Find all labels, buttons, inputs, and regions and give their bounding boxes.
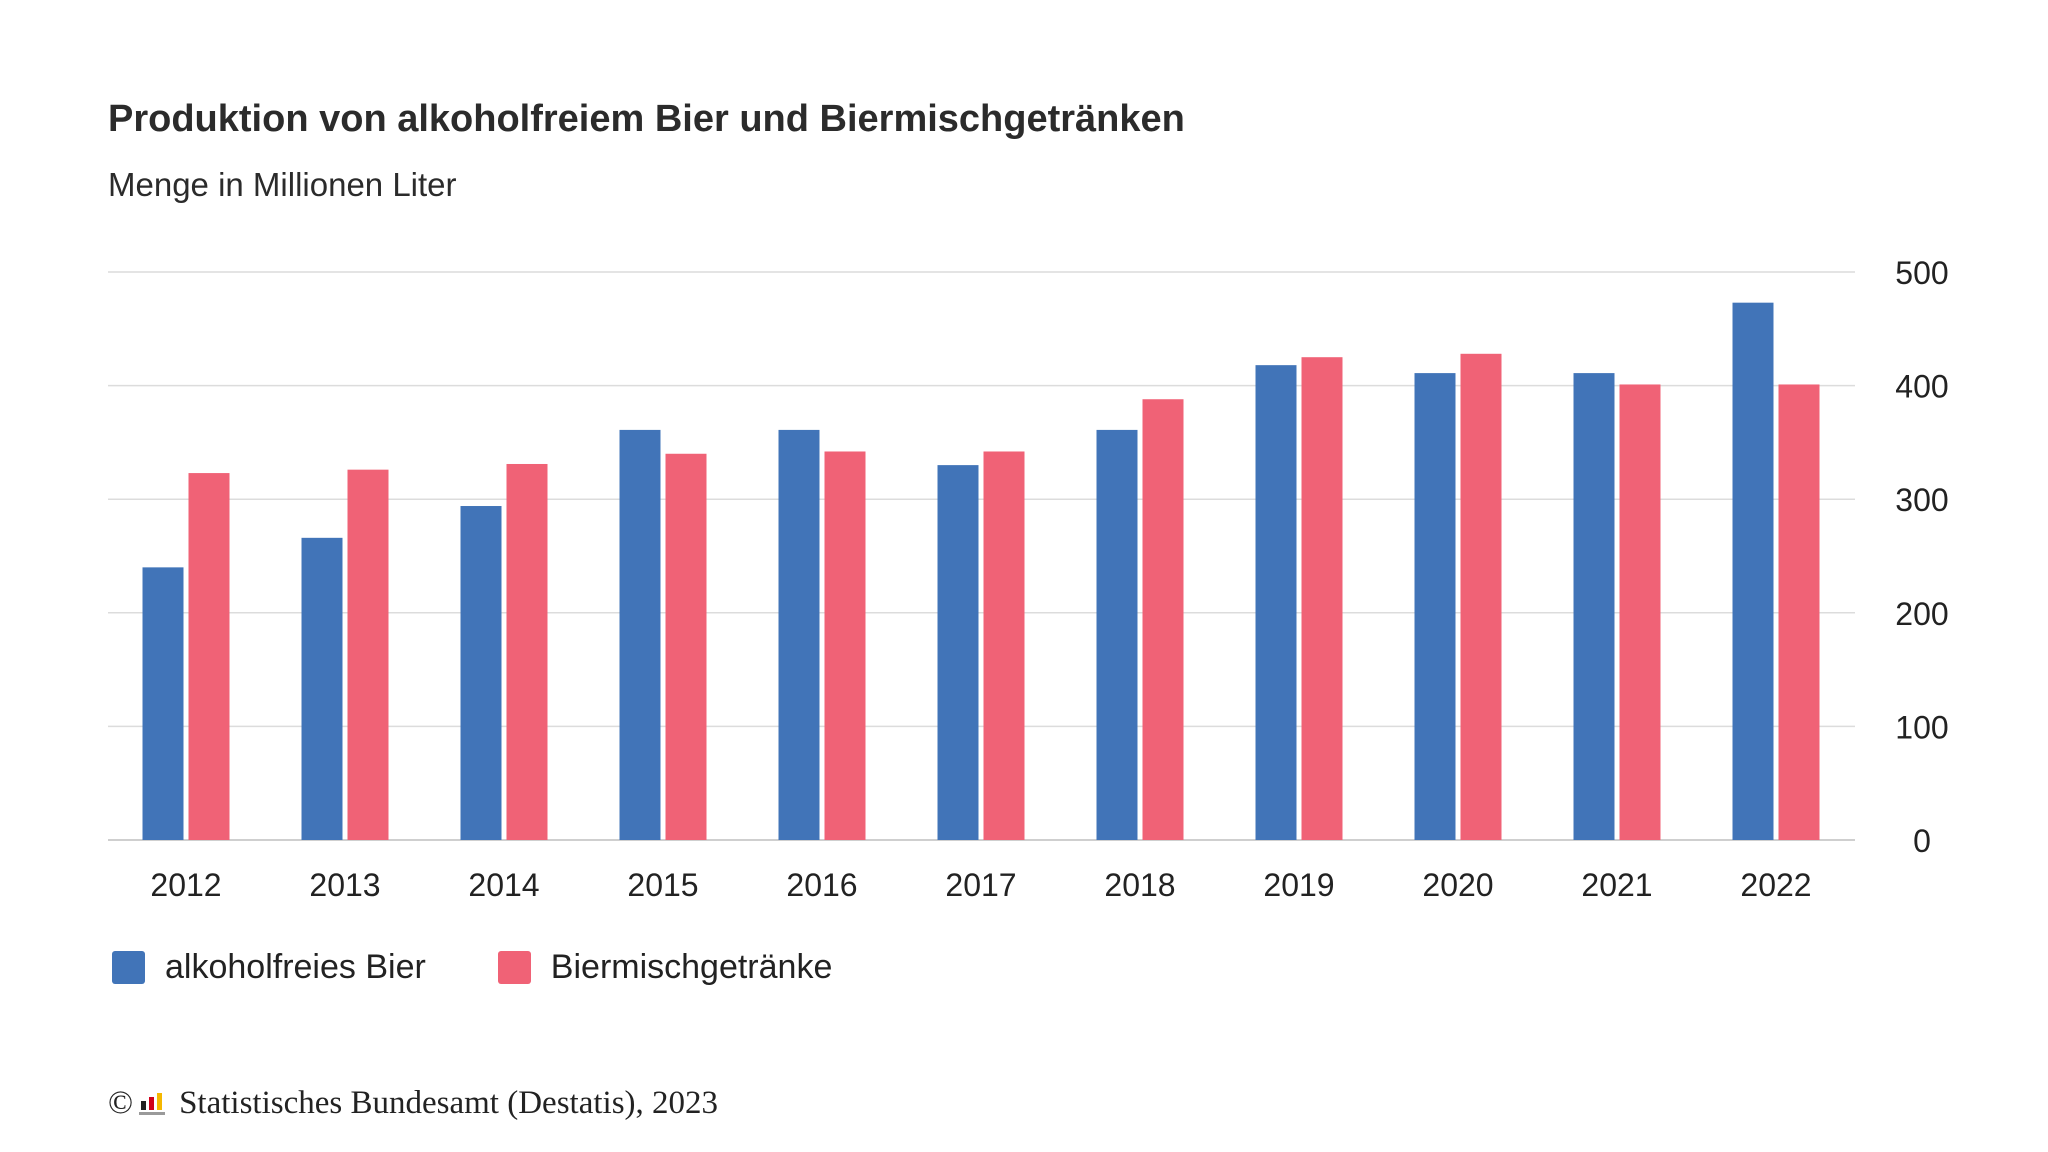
x-tick-label: 2016	[786, 867, 857, 903]
bar-series2-2021[interactable]	[1619, 384, 1661, 840]
x-tick-label: 2021	[1581, 867, 1652, 903]
bar-series1-2020[interactable]	[1414, 373, 1456, 840]
bar-series2-2020[interactable]	[1460, 353, 1502, 840]
y-tick-label: 0	[1913, 823, 1931, 859]
y-tick-label: 500	[1895, 255, 1948, 291]
bars	[142, 302, 1820, 840]
bar-series2-2013[interactable]	[347, 469, 389, 840]
bar-series1-2018[interactable]	[1096, 429, 1138, 840]
bar-chart: 2012 2013 2014 2015 2016 2017 2018 2019 2020 2021…	[108, 255, 1949, 903]
x-tick-label: 2012	[150, 867, 221, 903]
bar-series2-2014[interactable]	[506, 463, 548, 840]
x-tick-label: 2014	[468, 867, 539, 903]
legend: alkoholfreies Bier Biermischgetränke	[112, 948, 904, 987]
y-tick-label: 400	[1895, 369, 1948, 405]
y-tick-label: 200	[1895, 596, 1948, 632]
y-tick-label: 100	[1895, 709, 1948, 745]
x-tick-label: 2015	[627, 867, 698, 903]
bar-series2-2019[interactable]	[1301, 357, 1343, 840]
source-text: Statistisches Bundesamt (Destatis), 2023	[179, 1085, 719, 1121]
bar-series2-2015[interactable]	[665, 453, 707, 840]
bar-series2-2012[interactable]	[188, 473, 230, 840]
bar-series1-2015[interactable]	[619, 429, 661, 840]
x-tick-label: 2018	[1104, 867, 1175, 903]
legend-swatch-series1	[112, 951, 145, 984]
chart-subtitle: Menge in Millionen Liter	[108, 166, 457, 203]
bar-series1-2013[interactable]	[301, 537, 343, 840]
x-tick-label: 2020	[1422, 867, 1493, 903]
bar-series1-2014[interactable]	[460, 506, 502, 840]
x-tick-label: 2017	[945, 867, 1016, 903]
bar-series2-2017[interactable]	[983, 451, 1025, 840]
x-tick-label: 2013	[309, 867, 380, 903]
legend-item-series1[interactable]: alkoholfreies Bier	[112, 948, 426, 987]
y-axis-labels: 0 100 200 300 400 500	[1895, 255, 1948, 859]
x-axis-labels: 2012 2013 2014 2015 2016 2017 2018 2019 2020 2021…	[150, 867, 1811, 903]
copyright-symbol: ©	[108, 1085, 134, 1121]
bar-series1-2017[interactable]	[937, 465, 979, 840]
bar-series1-2012[interactable]	[142, 567, 184, 840]
bar-series2-2018[interactable]	[1142, 399, 1184, 840]
legend-label-series2: Biermischgetränke	[550, 948, 833, 986]
bar-series1-2019[interactable]	[1255, 365, 1297, 840]
bar-series1-2021[interactable]	[1573, 373, 1615, 840]
x-tick-label: 2022	[1740, 867, 1811, 903]
x-tick-label: 2019	[1263, 867, 1334, 903]
y-tick-label: 300	[1895, 482, 1948, 518]
gridlines	[108, 271, 1855, 841]
destatis-logo-icon	[139, 1092, 166, 1115]
legend-item-series2[interactable]: Biermischgetränke	[497, 948, 833, 987]
bar-series2-2016[interactable]	[824, 451, 866, 840]
bar-series1-2022[interactable]	[1732, 302, 1774, 840]
legend-swatch-series2	[497, 951, 531, 984]
bar-series2-2022[interactable]	[1778, 384, 1820, 840]
legend-label-series1: alkoholfreies Bier	[165, 948, 426, 986]
source-footer: © Statistisches Bundesamt (Destatis), 20…	[108, 1085, 718, 1122]
bar-series1-2016[interactable]	[778, 429, 820, 840]
chart-title: Produktion von alkoholfreiem Bier und Bi…	[108, 98, 1185, 140]
